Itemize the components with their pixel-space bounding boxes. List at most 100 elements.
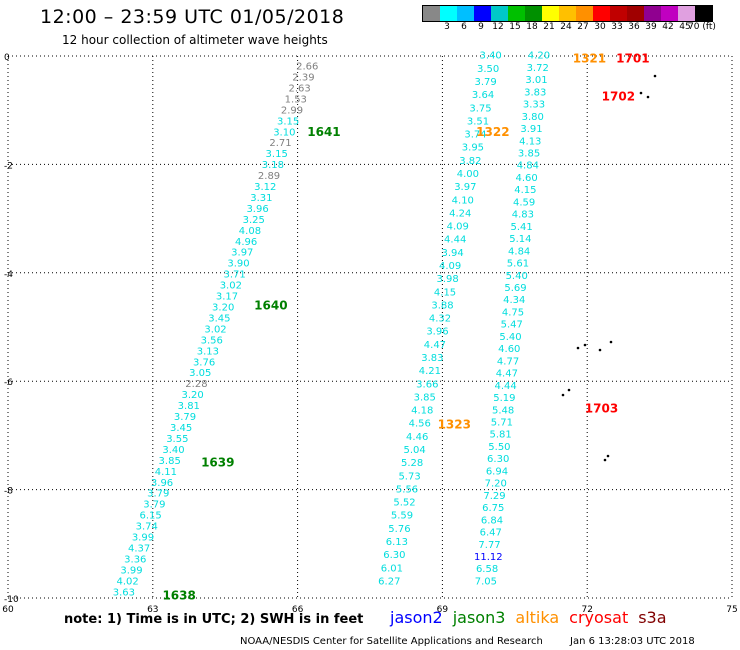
- wave-height-value: 5.14: [509, 234, 531, 245]
- pass-label: 1640: [254, 298, 287, 312]
- wave-height-value: 3.97: [454, 182, 476, 193]
- wave-height-value: 3.55: [166, 434, 188, 445]
- colorbar-swatch: [593, 6, 610, 21]
- wave-height-value: 5.71: [491, 418, 513, 429]
- wave-height-value: 5.47: [501, 320, 523, 331]
- wave-height-value: 4.37: [128, 543, 150, 554]
- colorbar: [422, 5, 713, 22]
- wave-height-value: 4.46: [406, 432, 428, 443]
- satellite-legend: jason2 jason3 altika cryosat s3a: [390, 608, 677, 627]
- island-mark: [576, 346, 580, 350]
- pass-label: 1322: [476, 125, 509, 139]
- pass-label: 1638: [162, 588, 195, 602]
- wave-height-value: 3.99: [120, 565, 142, 576]
- wave-height-value: 6.13: [386, 537, 408, 548]
- wave-height-value: 6.27: [378, 576, 400, 587]
- wave-height-value: 3.31: [250, 193, 272, 204]
- satellite-legend-jason3: jason3: [452, 608, 506, 627]
- colorbar-tick-label: 9: [478, 22, 484, 32]
- island-mark: [561, 393, 565, 397]
- satellite-legend-s3a: s3a: [638, 608, 667, 627]
- wave-height-value: 3.18: [262, 160, 284, 171]
- wave-height-value: 2.71: [269, 138, 291, 149]
- wave-height-value: 3.63: [113, 587, 135, 598]
- wave-height-value: 4.59: [513, 197, 535, 208]
- wave-height-value: 3.15: [277, 116, 299, 127]
- wave-height-value: 1.53: [285, 94, 307, 105]
- wave-height-value: 5.59: [391, 511, 413, 522]
- page-title: 12:00 – 23:59 UTC 01/05/2018: [40, 6, 345, 28]
- page-subtitle: 12 hour collection of altimeter wave hei…: [62, 33, 328, 47]
- wave-height-value: 4.18: [411, 406, 433, 417]
- pass-label: 1641: [307, 125, 340, 139]
- wave-height-value: 4.44: [494, 381, 516, 392]
- wave-height-value: 5.73: [398, 471, 420, 482]
- wave-height-value: 3.66: [416, 379, 438, 390]
- wave-height-value: 3.64: [472, 90, 494, 101]
- colorbar-swatch: [423, 6, 440, 21]
- wave-height-value: 6.84: [481, 515, 503, 526]
- wave-height-value: 3.02: [220, 281, 242, 292]
- footer-credit: NOAA/NESDIS Center for Satellite Applica…: [240, 636, 543, 647]
- colorbar-swatch: [474, 6, 491, 21]
- wave-height-value: 3.50: [477, 64, 499, 75]
- wave-height-value: 4.21: [419, 366, 441, 377]
- wave-height-value: 3.25: [243, 215, 265, 226]
- wave-height-value: 4.08: [239, 226, 261, 237]
- wave-height-value: 3.83: [524, 87, 546, 98]
- wave-height-value: 5.40: [506, 271, 528, 282]
- colorbar-tick-label: 15: [509, 22, 521, 32]
- colorbar-swatch: [440, 6, 457, 21]
- wave-height-value: 6.15: [139, 511, 161, 522]
- wave-height-value: 4.13: [519, 136, 541, 147]
- wave-height-value: 3.20: [212, 303, 234, 314]
- island-mark: [653, 74, 657, 78]
- wave-height-value: 3.40: [162, 445, 184, 456]
- island-mark: [567, 388, 571, 392]
- wave-height-value: 5.61: [507, 259, 529, 270]
- wave-height-value: 3.15: [266, 149, 288, 160]
- x-tick-label: 72: [581, 605, 592, 615]
- colorbar-swatch: [559, 6, 576, 21]
- colorbar-tick-label: 6: [461, 22, 467, 32]
- y-tick-label: -8: [4, 487, 13, 497]
- wave-height-value: 6.47: [480, 528, 502, 539]
- wave-height-value: 4.75: [502, 307, 524, 318]
- wave-height-value: 4.34: [503, 295, 525, 306]
- wave-height-value: 6.75: [482, 503, 504, 514]
- colorbar-tick-label: 30: [594, 22, 606, 32]
- wave-height-value: 5.41: [511, 222, 533, 233]
- wave-height-value: 5.19: [493, 393, 515, 404]
- wave-height-value: 7.77: [478, 540, 500, 551]
- wave-height-value: 5.56: [396, 484, 418, 495]
- pass-label: 1323: [438, 418, 471, 432]
- wave-height-value: 3.99: [132, 533, 154, 544]
- colorbar-swatch: [695, 6, 712, 21]
- wave-height-value: 5.40: [499, 332, 521, 343]
- x-tick-label: 63: [147, 605, 158, 615]
- wave-height-value: 4.09: [439, 261, 461, 272]
- wave-height-value: 3.36: [124, 554, 146, 565]
- wave-height-value: 3.01: [525, 75, 547, 86]
- pass-label: 1321: [573, 52, 606, 66]
- wave-height-value: 5.81: [490, 430, 512, 441]
- wave-height-value: 3.74: [464, 130, 486, 141]
- wave-height-value: 3.81: [178, 401, 200, 412]
- wave-height-value: 4.47: [424, 340, 446, 351]
- satellite-legend-jason2: jason2: [390, 608, 443, 627]
- colorbar-swatch: [525, 6, 542, 21]
- wave-height-value: 3.94: [442, 248, 464, 259]
- wave-height-value: 5.28: [401, 458, 423, 469]
- wave-height-value: 3.97: [231, 248, 253, 259]
- wave-height-value: 6.94: [486, 466, 508, 477]
- wave-height-value: 4.60: [515, 173, 537, 184]
- wave-height-value: 4.60: [498, 344, 520, 355]
- y-tick-label: -4: [4, 270, 13, 280]
- y-tick-label: -10: [4, 595, 19, 605]
- wave-height-value: 2.28: [185, 379, 207, 390]
- island-mark: [639, 91, 643, 95]
- wave-height-value: 4.96: [235, 237, 257, 248]
- colorbar-swatch: [610, 6, 627, 21]
- colorbar-swatch: [678, 6, 695, 21]
